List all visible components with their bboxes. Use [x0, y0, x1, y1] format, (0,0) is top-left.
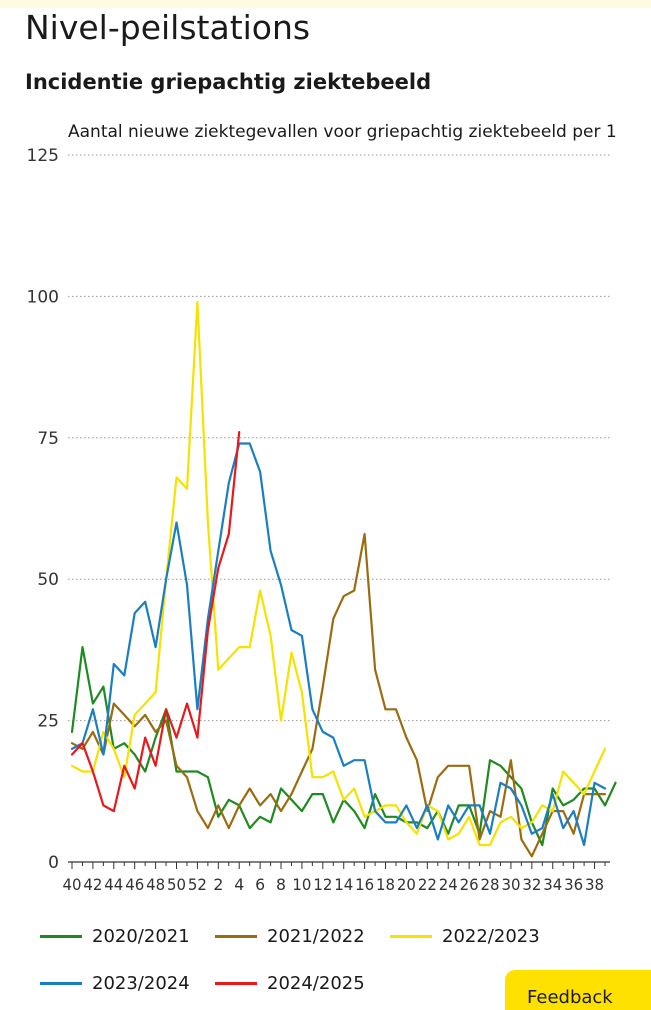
series-line-2024-2025: [70, 431, 241, 813]
y-tick-label: 125: [27, 146, 59, 166]
y-tick-label: 0: [48, 853, 59, 873]
x-tick-label: 6: [255, 875, 265, 894]
x-tick-label: 34: [543, 875, 562, 894]
page-title: Nivel-peilstations: [25, 8, 311, 47]
series-line-2022-2023: [70, 301, 607, 847]
legend-item: 2021/2022: [215, 926, 365, 947]
x-tick-label: 14: [334, 875, 353, 894]
y-tick-label: 50: [37, 570, 59, 590]
x-tick-label: 30: [501, 875, 520, 894]
x-tick-label: 36: [564, 875, 583, 894]
feedback-button[interactable]: Feedback: [505, 970, 651, 1010]
chart-subtitle: Aantal nieuwe ziektegevallen voor griepa…: [68, 122, 617, 142]
x-tick-label: 32: [522, 875, 541, 894]
x-tick-label: 48: [146, 875, 165, 894]
x-tick-label: 28: [481, 875, 500, 894]
chart-title: Incidentie griepachtig ziektebeeld: [25, 70, 432, 94]
series-line-2023-2024: [70, 442, 607, 847]
x-tick-label: 16: [355, 875, 374, 894]
x-tick-label: 38: [585, 875, 604, 894]
x-tick-label: 44: [104, 875, 123, 894]
y-tick-label: 75: [37, 429, 59, 449]
legend-swatch: [390, 935, 432, 938]
legend-swatch: [40, 935, 82, 938]
x-tick-label: 42: [83, 875, 102, 894]
series-line-2021-2022: [70, 532, 607, 858]
legend-swatch: [215, 982, 257, 985]
top-banner-strip: [0, 0, 651, 8]
x-tick-label: 4: [234, 875, 244, 894]
legend-label: 2022/2023: [442, 926, 540, 947]
legend-label: 2023/2024: [92, 973, 190, 994]
legend-item: 2022/2023: [390, 926, 540, 947]
x-tick-label: 52: [188, 875, 207, 894]
x-tick-label: 18: [376, 875, 395, 894]
x-tick-label: 2: [213, 875, 223, 894]
x-tick-label: 10: [292, 875, 311, 894]
chart-legend: 2020/2021 2021/2022 2022/2023 2023/2024 2024…: [0, 920, 651, 1000]
legend-item: 2024/2025: [215, 973, 365, 994]
legend-label: 2020/2021: [92, 926, 190, 947]
y-tick-label: 25: [37, 712, 59, 732]
x-tick-label: 8: [276, 875, 286, 894]
x-tick-label: 50: [167, 875, 186, 894]
legend-label: 2024/2025: [267, 973, 365, 994]
x-tick-label: 20: [397, 875, 416, 894]
x-tick-label: 12: [313, 875, 332, 894]
x-tick-label: 46: [125, 875, 144, 894]
legend-item: 2023/2024: [40, 973, 190, 994]
x-tick-label: 40: [63, 875, 82, 894]
x-tick-label: 26: [460, 875, 479, 894]
legend-swatch: [40, 982, 82, 985]
legend-swatch: [215, 935, 257, 938]
legend-item: 2020/2021: [40, 926, 190, 947]
series-line-2020-2021: [70, 646, 617, 847]
x-tick-label: 24: [439, 875, 458, 894]
y-tick-label: 100: [27, 287, 59, 307]
x-tick-label: 22: [418, 875, 437, 894]
legend-label: 2021/2022: [267, 926, 365, 947]
